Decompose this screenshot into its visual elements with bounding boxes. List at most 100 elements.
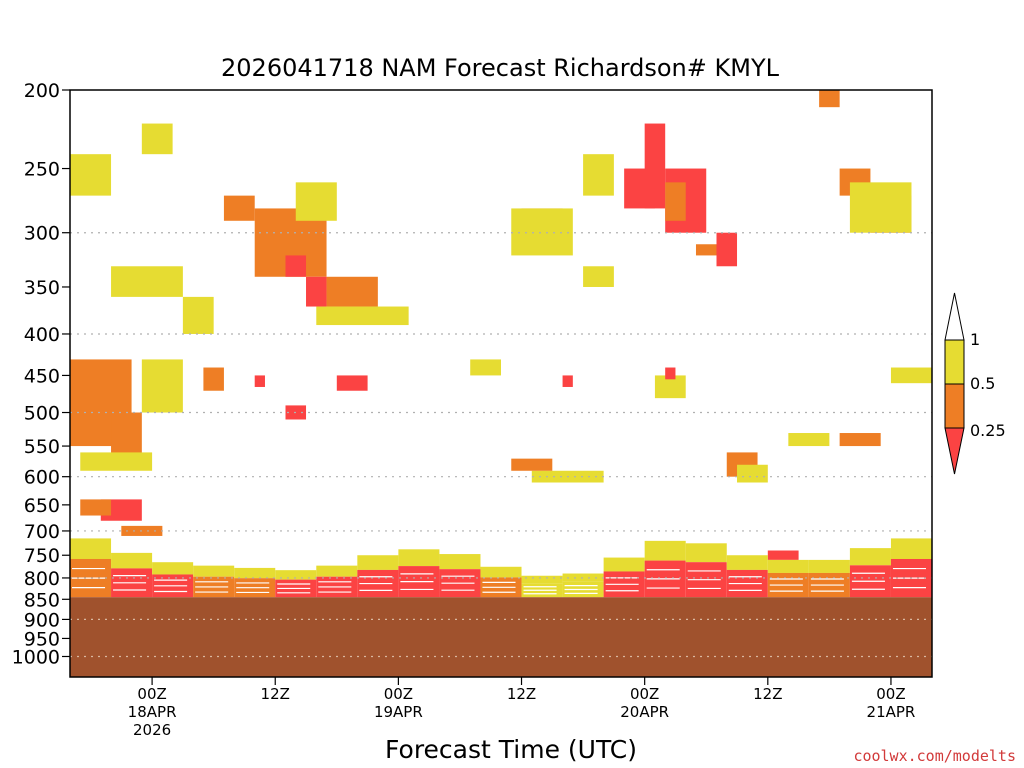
ri-cell xyxy=(583,266,614,287)
ri-band-upper xyxy=(521,575,563,584)
plot-area xyxy=(70,90,932,677)
y-tick-label: 600 xyxy=(24,467,60,489)
y-tick-label: 800 xyxy=(24,568,60,590)
ri-cell xyxy=(306,276,327,307)
ri-cell xyxy=(695,244,727,256)
ri-band-upper xyxy=(398,549,440,567)
y-tick-label: 950 xyxy=(24,628,60,650)
x-tick-label: 2026 xyxy=(133,721,171,739)
ri-cell xyxy=(665,182,686,221)
ri-band-upper xyxy=(685,543,727,563)
x-tick-label: 12Z xyxy=(261,685,290,703)
ri-cell xyxy=(511,458,553,471)
colorbar-legend: 1 0.5 0.25 xyxy=(944,292,1006,475)
ri-cell xyxy=(737,464,768,483)
ri-band-upper xyxy=(234,567,276,579)
x-tick-label: 00Z xyxy=(876,685,905,703)
ri-band-upper xyxy=(111,552,153,569)
ri-band-upper xyxy=(849,548,891,566)
ri-band-upper xyxy=(603,557,645,572)
x-tick-label: 00Z xyxy=(384,685,413,703)
x-tick-label: 12Z xyxy=(753,685,782,703)
ri-cell xyxy=(583,154,614,196)
x-axis-title: Forecast Time (UTC) xyxy=(385,735,637,764)
y-tick-label: 500 xyxy=(24,403,60,425)
ri-band-upper xyxy=(70,538,112,559)
colorbar-top-arrow xyxy=(944,292,965,341)
plot-frame xyxy=(69,89,933,678)
ri-cell xyxy=(767,550,799,560)
y-tick-label: 900 xyxy=(24,609,60,631)
ri-cell xyxy=(80,452,153,471)
ri-cell xyxy=(141,123,173,155)
ri-cell xyxy=(285,255,307,277)
ri-cell xyxy=(316,306,409,326)
colorbar-label: 0.5 xyxy=(970,374,995,393)
ri-cell xyxy=(654,375,686,399)
colorbar-bin xyxy=(944,383,965,429)
ri-band-upper xyxy=(808,559,850,573)
ri-band-upper xyxy=(890,538,932,559)
y-tick-label: 450 xyxy=(24,365,60,387)
ri-cell xyxy=(511,208,573,256)
ri-band-upper xyxy=(275,570,317,580)
ri-cell xyxy=(788,433,830,447)
ri-cell xyxy=(819,90,840,108)
ri-band-upper xyxy=(480,566,522,578)
ri-cell xyxy=(644,123,666,209)
ri-cell xyxy=(141,359,183,413)
ri-cell xyxy=(80,499,112,516)
ri-band-upper xyxy=(644,540,686,561)
ri-cell xyxy=(716,232,738,267)
y-tick-label: 200 xyxy=(24,80,60,102)
ri-cell xyxy=(254,375,265,387)
ri-band-upper xyxy=(439,554,481,570)
credit-text[interactable]: coolwx.com/modelts xyxy=(853,747,1016,765)
y-tick-label: 350 xyxy=(24,277,60,299)
colorbar-label: 0.25 xyxy=(970,421,1006,440)
y-axis-ticks: 200 250 300 350 400 450 500 550 600 650 7007508008… xyxy=(12,80,70,668)
y-tick-label: 400 xyxy=(24,324,60,346)
colorbar-label: 1 xyxy=(970,330,980,349)
y-tick-label: 550 xyxy=(24,436,60,458)
ri-band-upper xyxy=(357,555,399,570)
ri-cell xyxy=(111,266,183,297)
x-tick-label: 00Z xyxy=(630,685,659,703)
x-tick-label: 12Z xyxy=(507,685,536,703)
ri-band-upper xyxy=(193,565,235,577)
ri-cell xyxy=(70,154,112,196)
ri-cell xyxy=(839,433,881,447)
x-tick-label: 19APR xyxy=(374,703,423,721)
ground-fill xyxy=(70,597,932,677)
x-tick-label: 20APR xyxy=(620,703,669,721)
ri-cell xyxy=(849,182,912,233)
y-tick-label: 1000 xyxy=(12,646,60,668)
x-tick-label: 18APR xyxy=(128,703,177,721)
ri-cell xyxy=(336,375,368,391)
colorbar-bottom-arrow xyxy=(944,427,965,475)
y-tick-label: 300 xyxy=(24,223,60,245)
ri-band-upper xyxy=(152,562,194,575)
y-tick-label: 650 xyxy=(24,495,60,517)
x-tick-label: 21APR xyxy=(867,703,916,721)
colorbar-bin xyxy=(944,339,965,385)
ri-band-upper xyxy=(767,559,809,573)
ri-cell xyxy=(295,182,337,221)
ri-cell xyxy=(562,375,573,387)
x-tick-label: 00Z xyxy=(137,685,166,703)
ri-cell xyxy=(203,367,224,391)
ri-cell xyxy=(665,367,676,380)
y-tick-label: 750 xyxy=(24,545,60,567)
ri-band-upper xyxy=(562,573,604,582)
ri-cell xyxy=(890,367,932,384)
ri-band-upper xyxy=(316,565,358,577)
y-tick-label: 700 xyxy=(24,521,60,543)
ri-cell xyxy=(182,296,214,334)
y-tick-label: 250 xyxy=(24,159,60,181)
ri-cell xyxy=(326,276,378,307)
chart-title: 2026041718 NAM Forecast Richardson# KMYL xyxy=(221,54,780,82)
ri-cell xyxy=(223,195,255,221)
ri-band-upper xyxy=(726,555,768,570)
